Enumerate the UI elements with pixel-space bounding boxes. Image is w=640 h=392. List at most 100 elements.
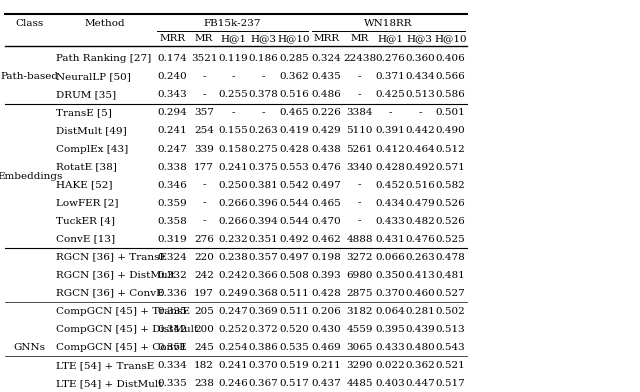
Text: 0.519: 0.519 — [279, 361, 308, 370]
Text: 0.425: 0.425 — [376, 91, 405, 100]
Text: 0.394: 0.394 — [248, 217, 278, 226]
Text: 205: 205 — [194, 307, 214, 316]
Text: 0.429: 0.429 — [312, 127, 342, 136]
Text: 0.247: 0.247 — [219, 307, 248, 316]
Text: 0.520: 0.520 — [279, 325, 308, 334]
Text: 3065: 3065 — [346, 343, 373, 352]
Text: 0.254: 0.254 — [219, 343, 248, 352]
Text: 0.433: 0.433 — [376, 217, 405, 226]
Text: 0.511: 0.511 — [279, 289, 308, 298]
Text: 0.476: 0.476 — [405, 235, 435, 244]
Text: DRUM [35]: DRUM [35] — [56, 91, 116, 100]
Text: 0.206: 0.206 — [312, 307, 342, 316]
Text: 0.517: 0.517 — [436, 379, 465, 388]
Text: 0.334: 0.334 — [157, 361, 188, 370]
Text: 0.232: 0.232 — [219, 235, 248, 244]
Text: 0.511: 0.511 — [279, 307, 308, 316]
Text: TransE [5]: TransE [5] — [56, 109, 112, 118]
Text: 177: 177 — [194, 163, 214, 172]
Text: 0.497: 0.497 — [279, 253, 308, 262]
Text: -: - — [358, 217, 362, 226]
Text: -: - — [202, 217, 206, 226]
Text: 0.370: 0.370 — [248, 361, 278, 370]
Text: 0.513: 0.513 — [405, 91, 435, 100]
Text: 0.571: 0.571 — [436, 163, 465, 172]
Text: 0.249: 0.249 — [219, 289, 248, 298]
Text: 0.358: 0.358 — [157, 217, 188, 226]
Text: 0.442: 0.442 — [405, 127, 435, 136]
Text: 0.381: 0.381 — [248, 181, 278, 190]
Text: 0.395: 0.395 — [376, 325, 405, 334]
Text: 0.419: 0.419 — [279, 127, 308, 136]
Text: HAKE [52]: HAKE [52] — [56, 181, 113, 190]
Text: Class: Class — [15, 20, 44, 28]
Text: 0.226: 0.226 — [312, 109, 342, 118]
Text: WN18RR: WN18RR — [364, 20, 412, 28]
Text: 245: 245 — [194, 343, 214, 352]
Text: 5261: 5261 — [346, 145, 373, 154]
Text: 0.516: 0.516 — [279, 91, 308, 100]
Text: 0.516: 0.516 — [405, 181, 435, 190]
Text: 0.174: 0.174 — [157, 54, 188, 64]
Text: 0.553: 0.553 — [279, 163, 308, 172]
Text: RotatE [38]: RotatE [38] — [56, 163, 117, 172]
Text: 0.369: 0.369 — [248, 307, 278, 316]
Text: 0.434: 0.434 — [376, 199, 405, 208]
Text: 0.064: 0.064 — [376, 307, 405, 316]
Text: 3340: 3340 — [346, 163, 373, 172]
Text: -: - — [202, 91, 206, 100]
Text: 0.324: 0.324 — [157, 253, 188, 262]
Text: 0.566: 0.566 — [436, 73, 465, 82]
Text: 0.285: 0.285 — [279, 54, 308, 64]
Text: Method: Method — [84, 20, 125, 28]
Text: 0.465: 0.465 — [279, 109, 308, 118]
Text: 0.241: 0.241 — [219, 361, 248, 370]
Text: 0.351: 0.351 — [248, 235, 278, 244]
Text: 0.396: 0.396 — [248, 199, 278, 208]
Text: RGCN [36] + TransE: RGCN [36] + TransE — [56, 253, 167, 262]
Text: 0.437: 0.437 — [312, 379, 342, 388]
Text: RGCN [36] + ConvE: RGCN [36] + ConvE — [56, 289, 164, 298]
Text: 0.465: 0.465 — [312, 199, 342, 208]
Text: RGCN [36] + DistMult: RGCN [36] + DistMult — [56, 271, 175, 280]
Text: 0.517: 0.517 — [279, 379, 308, 388]
Text: MR: MR — [195, 34, 213, 43]
Text: 22438: 22438 — [343, 54, 376, 64]
Text: -: - — [232, 73, 236, 82]
Text: 0.155: 0.155 — [219, 127, 248, 136]
Text: 0.266: 0.266 — [219, 217, 248, 226]
Text: 0.066: 0.066 — [376, 253, 405, 262]
Text: LTE [54] + DistMult: LTE [54] + DistMult — [56, 379, 163, 388]
Text: 0.266: 0.266 — [219, 199, 248, 208]
Text: -: - — [261, 109, 265, 118]
Text: 0.512: 0.512 — [436, 145, 465, 154]
Text: MRR: MRR — [314, 34, 340, 43]
Text: 0.211: 0.211 — [312, 361, 342, 370]
Text: 4559: 4559 — [346, 325, 373, 334]
Text: DistMult [49]: DistMult [49] — [56, 127, 127, 136]
Text: 0.439: 0.439 — [405, 325, 435, 334]
Text: 0.527: 0.527 — [436, 289, 465, 298]
Text: 4888: 4888 — [346, 235, 373, 244]
Text: 254: 254 — [194, 127, 214, 136]
Text: 276: 276 — [194, 235, 214, 244]
Text: 0.447: 0.447 — [405, 379, 435, 388]
Text: -: - — [232, 109, 236, 118]
Text: 0.492: 0.492 — [279, 235, 308, 244]
Text: 0.470: 0.470 — [312, 217, 342, 226]
Text: 3272: 3272 — [346, 253, 373, 262]
Text: 0.460: 0.460 — [405, 289, 435, 298]
Text: GNNs: GNNs — [14, 343, 46, 352]
Text: 357: 357 — [194, 109, 214, 118]
Text: 0.497: 0.497 — [312, 181, 342, 190]
Text: 0.544: 0.544 — [279, 217, 308, 226]
Text: 3384: 3384 — [346, 109, 373, 118]
Text: 0.406: 0.406 — [436, 54, 465, 64]
Text: 0.393: 0.393 — [312, 271, 342, 280]
Text: Path Ranking [27]: Path Ranking [27] — [56, 54, 152, 64]
Text: 0.319: 0.319 — [157, 235, 188, 244]
Text: NeuralLP [50]: NeuralLP [50] — [56, 73, 131, 82]
Text: 0.452: 0.452 — [376, 181, 405, 190]
Text: 0.252: 0.252 — [219, 325, 248, 334]
Text: Path-based: Path-based — [1, 73, 59, 82]
